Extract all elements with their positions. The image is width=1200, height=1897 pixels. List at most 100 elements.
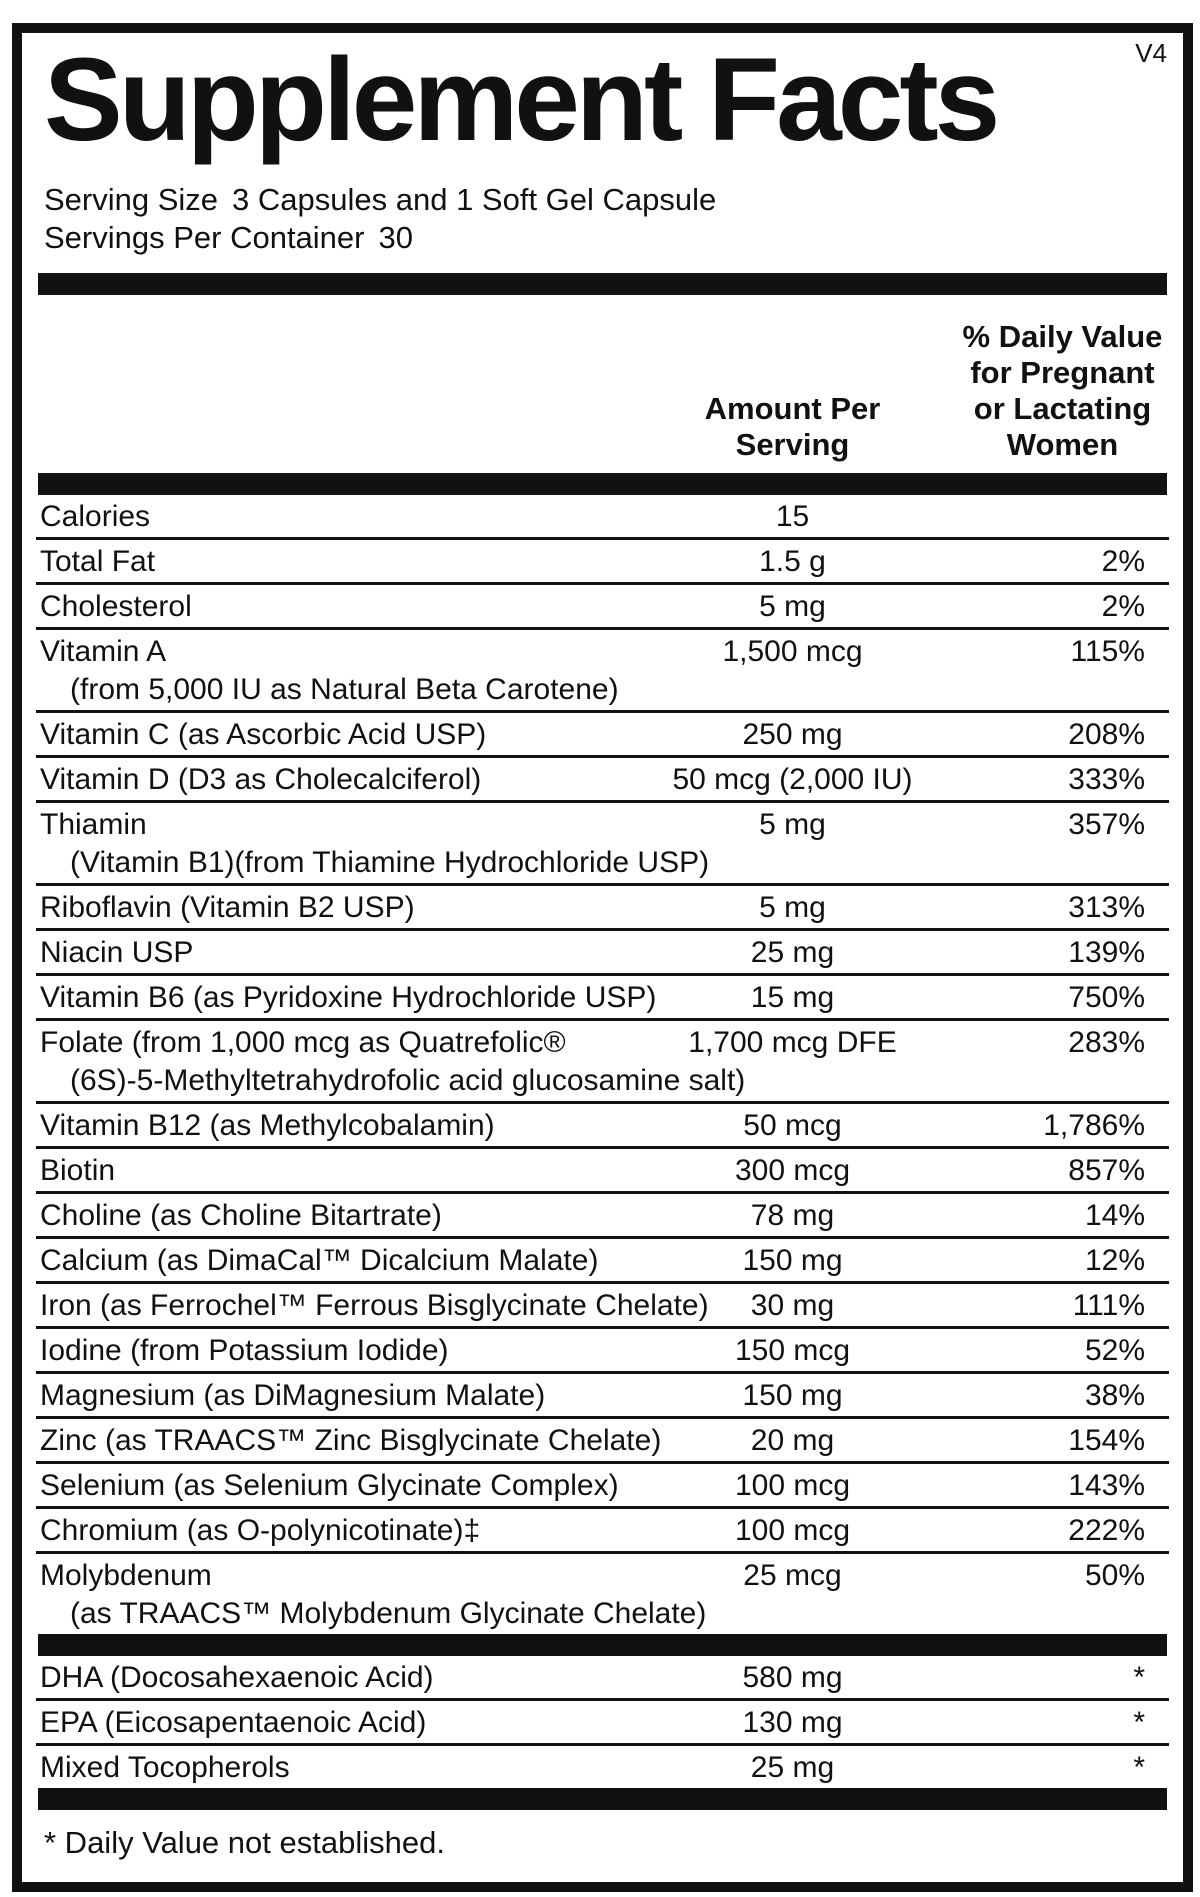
nutrient-amount: 78 mg [750, 1199, 835, 1232]
nutrient-name: Vitamin C (as Ascorbic Acid USP) [40, 716, 625, 754]
nutrient-amount: 25 mcg [743, 1559, 842, 1592]
table-row: Niacin USP 25 mg 139% [36, 931, 1169, 976]
nutrient-amount: 100 mcg [734, 1469, 851, 1502]
table-row: Vitamin A (from 5,000 IU as Natural Beta… [36, 630, 1169, 713]
nutrient-name: Magnesium (as DiMagnesium Malate) [40, 1377, 625, 1415]
nutrient-name: Folate (from 1,000 mcg as Quatrefolic® (… [40, 1024, 746, 1100]
nutrient-daily-value: 222% [1068, 1514, 1145, 1547]
nutrient-name: Thiamin (Vitamin B1)(from Thiamine Hydro… [40, 806, 709, 882]
nutrient-amount: 5 mg [759, 808, 826, 841]
nutrient-daily-value: 750% [1068, 981, 1145, 1014]
nutrient-name: Molybdenum (as TRAACS™ Molybdenum Glycin… [40, 1557, 706, 1633]
nutrient-daily-value: 14% [1084, 1199, 1145, 1232]
serving-size-line: Serving Size 3 Capsules and 1 Soft Gel Ca… [44, 181, 1169, 219]
nutrient-name-line1: Cholesterol [40, 590, 192, 623]
nutrient-name: Calories [40, 498, 625, 536]
nutrient-name: Vitamin A (from 5,000 IU as Natural Beta… [40, 633, 625, 709]
nutrient-daily-value: 115% [1070, 635, 1145, 668]
omega-table: DHA (Docosahexaenoic Acid) 580 mg * EPA … [36, 1656, 1169, 1788]
nutrient-name-line1: Iron (as Ferrochel™ Ferrous Bisglycinate… [40, 1289, 709, 1322]
nutrient-name-line1: Iodine (from Potassium Iodide) [40, 1334, 449, 1367]
section-divider-bar [38, 273, 1167, 295]
header-line: for Pregnant [970, 355, 1155, 390]
nutrient-amount: 50 mcg [743, 1109, 842, 1142]
table-row: Mixed Tocopherols 25 mg * [36, 1746, 1169, 1788]
version-tag: V4 [1135, 38, 1167, 68]
nutrient-name-line1: Vitamin D (D3 as Cholecalciferol) [40, 763, 482, 796]
nutrient-name-line1: Mixed Tocopherols [40, 1751, 290, 1784]
amount-per-serving-header: Amount Per Serving [625, 391, 960, 463]
nutrient-name-line1: Choline (as Choline Bitartrate) [40, 1199, 442, 1232]
nutrient-name: Zinc (as TRAACS™ Zinc Bisglycinate Chela… [40, 1422, 661, 1460]
table-row: Vitamin B12 (as Methylcobalamin) 50 mcg … [36, 1104, 1169, 1149]
nutrient-name-line1: Vitamin B12 (as Methylcobalamin) [40, 1109, 495, 1142]
nutrient-name-line1: Molybdenum [40, 1559, 212, 1592]
table-row: Calcium (as DimaCal™ Dicalcium Malate) 1… [36, 1239, 1169, 1284]
footnote: * Daily Value not established. [44, 1825, 445, 1860]
nutrient-name-line1: EPA (Eicosapentaenoic Acid) [40, 1706, 427, 1739]
nutrient-daily-value: 12% [1084, 1244, 1145, 1277]
nutrient-name-line1: Vitamin B6 (as Pyridoxine Hydrochloride … [40, 981, 657, 1014]
nutrient-name-line2: (from 5,000 IU as Natural Beta Carotene) [70, 673, 619, 706]
table-row: Molybdenum (as TRAACS™ Molybdenum Glycin… [36, 1554, 1169, 1634]
nutrient-name: Chromium (as O-polynicotinate)‡ [40, 1512, 625, 1550]
table-row: Riboflavin (Vitamin B2 USP) 5 mg 313% [36, 886, 1169, 931]
table-row: EPA (Eicosapentaenoic Acid) 130 mg * [36, 1701, 1169, 1746]
table-row: Biotin 300 mcg 857% [36, 1149, 1169, 1194]
header-line: or Lactating [973, 391, 1152, 426]
nutrient-name: Vitamin B12 (as Methylcobalamin) [40, 1107, 625, 1145]
nutrient-daily-value: 139% [1068, 936, 1145, 969]
nutrient-amount: 15 mg [750, 981, 835, 1014]
nutrient-name: Niacin USP [40, 934, 625, 972]
table-row: Calories 15 [36, 495, 1169, 540]
nutrient-name: Riboflavin (Vitamin B2 USP) [40, 889, 625, 927]
nutrient-amount: 150 mg [742, 1379, 843, 1412]
nutrient-amount: 20 mg [750, 1424, 835, 1457]
nutrient-daily-value: 208% [1068, 718, 1145, 751]
table-row: Vitamin D (D3 as Cholecalciferol) 50 mcg… [36, 758, 1169, 803]
nutrient-daily-value: 154% [1068, 1424, 1145, 1457]
nutrient-amount: 1,500 mcg [722, 635, 863, 668]
servings-per-container-line: Servings Per Container 30 [44, 219, 1169, 257]
table-row: Total Fat 1.5 g 2% [36, 540, 1169, 585]
nutrient-name-line1: Calcium (as DimaCal™ Dicalcium Malate) [40, 1244, 599, 1277]
nutrient-amount: 25 mg [750, 936, 835, 969]
nutrient-daily-value: 2% [1101, 545, 1145, 578]
nutrient-amount: 25 mg [750, 1751, 835, 1784]
nutrient-amount: 300 mcg [734, 1154, 851, 1187]
nutrient-amount: 5 mg [759, 590, 826, 623]
nutrient-name-line1: Calories [40, 500, 151, 533]
nutrient-name-line2: (6S)-5-Methyltetrahydrofolic acid glucos… [70, 1064, 746, 1097]
nutrient-name: Calcium (as DimaCal™ Dicalcium Malate) [40, 1242, 625, 1280]
section-divider-bar [38, 1788, 1167, 1810]
table-row: Selenium (as Selenium Glycinate Complex)… [36, 1464, 1169, 1509]
nutrient-daily-value: 333% [1068, 763, 1145, 796]
nutrient-name-line1: Niacin USP [40, 936, 194, 969]
nutrient-amount: 100 mcg [734, 1514, 851, 1547]
nutrient-daily-value: * [1133, 1706, 1145, 1739]
table-row: Vitamin B6 (as Pyridoxine Hydrochloride … [36, 976, 1169, 1021]
nutrient-amount: 250 mg [742, 718, 843, 751]
nutrient-name-line1: Folate (from 1,000 mcg as Quatrefolic® [40, 1026, 566, 1059]
table-row: Magnesium (as DiMagnesium Malate) 150 mg… [36, 1374, 1169, 1419]
nutrient-daily-value: 283% [1068, 1026, 1145, 1059]
nutrient-amount: 50 mcg (2,000 IU) [672, 763, 913, 796]
nutrient-name: Biotin [40, 1152, 625, 1190]
nutrient-name-line1: Thiamin [40, 808, 147, 841]
header-line: Serving [735, 427, 850, 462]
table-row: Vitamin C (as Ascorbic Acid USP) 250 mg … [36, 713, 1169, 758]
table-row: Zinc (as TRAACS™ Zinc Bisglycinate Chela… [36, 1419, 1169, 1464]
nutrient-amount: 5 mg [759, 891, 826, 924]
serving-size-label: Serving Size [44, 182, 219, 217]
nutrient-daily-value: * [1133, 1661, 1145, 1694]
nutrient-amount: 130 mg [742, 1706, 843, 1739]
supplement-facts-label: V4 Supplement Facts Serving Size 3 Capsul… [12, 23, 1193, 1892]
serving-size-value: 3 Capsules and 1 Soft Gel Capsule [232, 182, 717, 217]
nutrient-amount: 30 mg [750, 1289, 835, 1322]
nutrient-amount: 580 mg [742, 1661, 843, 1694]
nutrient-daily-value: * [1133, 1751, 1145, 1784]
nutrient-daily-value: 38% [1084, 1379, 1145, 1412]
table-row: DHA (Docosahexaenoic Acid) 580 mg * [36, 1656, 1169, 1701]
nutrient-daily-value: 50% [1084, 1559, 1145, 1592]
table-row: Choline (as Choline Bitartrate) 78 mg 14… [36, 1194, 1169, 1239]
